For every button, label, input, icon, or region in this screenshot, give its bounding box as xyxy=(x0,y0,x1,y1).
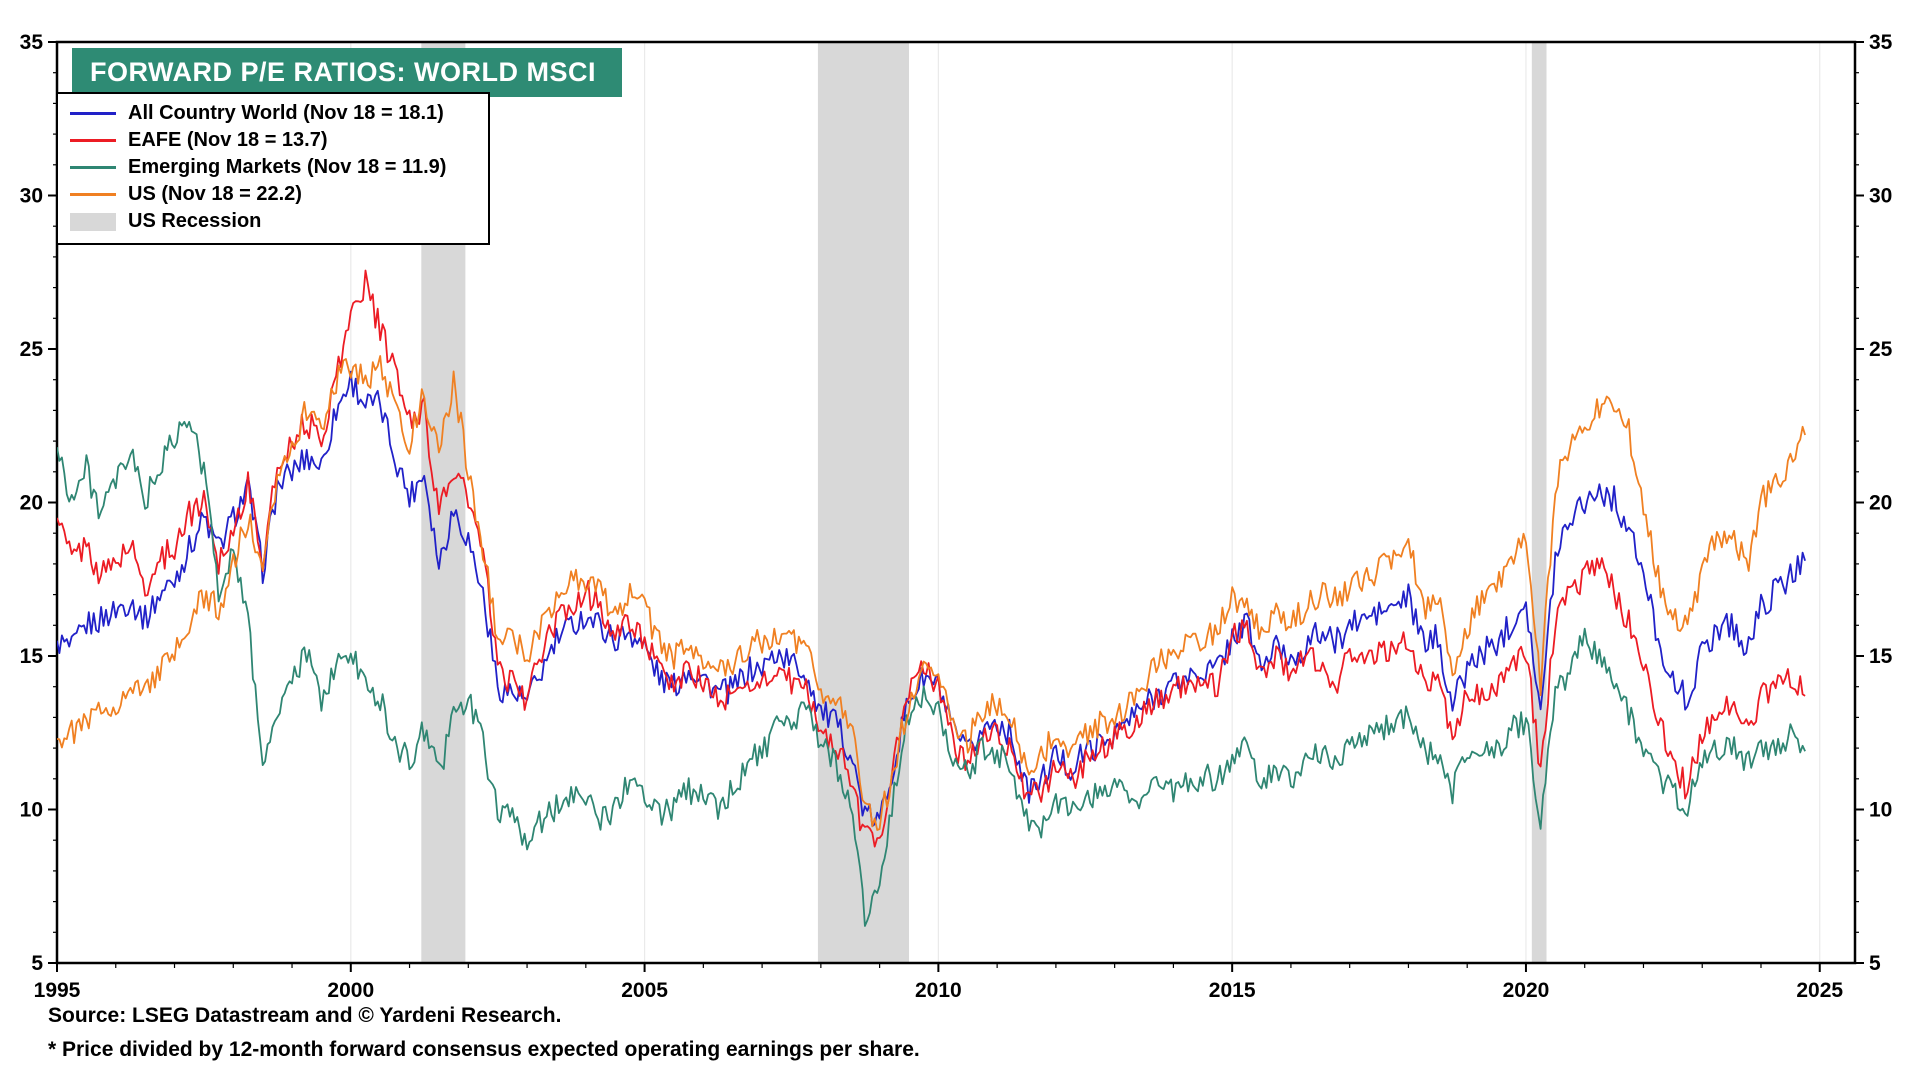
y-axis-label-left: 20 xyxy=(20,492,43,515)
acw-line-swatch xyxy=(70,112,116,115)
legend-label-acw: All Country World (Nov 18 = 18.1) xyxy=(128,102,444,124)
em-line-swatch xyxy=(70,166,116,169)
y-axis-label-left: 15 xyxy=(20,645,44,668)
legend: All Country World (Nov 18 = 18.1) EAFE (… xyxy=(56,92,490,245)
y-axis-label-right: 30 xyxy=(1869,185,1892,208)
x-axis-label: 2010 xyxy=(915,979,962,1002)
x-axis-label: 2005 xyxy=(621,979,668,1002)
series-line xyxy=(57,269,1806,848)
series-line xyxy=(57,355,1806,831)
y-axis-label-left: 35 xyxy=(20,31,44,54)
x-axis-label: 2000 xyxy=(327,979,374,1002)
y-axis-label-left: 10 xyxy=(20,799,43,822)
y-axis-label-right: 35 xyxy=(1869,31,1893,54)
x-axis-label: 1995 xyxy=(34,979,81,1002)
legend-label-eafe: EAFE (Nov 18 = 13.7) xyxy=(128,129,328,151)
x-axis-label: 2020 xyxy=(1503,979,1550,1002)
legend-item-eafe: EAFE (Nov 18 = 13.7) xyxy=(70,127,470,154)
legend-label-recession: US Recession xyxy=(128,210,262,232)
recession-swatch xyxy=(70,212,116,231)
legend-item-us: US (Nov 18 = 22.2) xyxy=(70,181,470,208)
legend-item-acw: All Country World (Nov 18 = 18.1) xyxy=(70,100,470,127)
legend-item-recession: US Recession xyxy=(70,208,470,235)
y-axis-label-right: 10 xyxy=(1869,799,1892,822)
recession-band xyxy=(1531,42,1547,963)
x-axis-label: 2025 xyxy=(1796,979,1843,1002)
y-axis-label-right: 5 xyxy=(1869,952,1881,975)
source-text: Source: LSEG Datastream and © Yardeni Re… xyxy=(48,1004,562,1027)
y-axis-label-right: 20 xyxy=(1869,492,1892,515)
y-axis-label-right: 15 xyxy=(1869,645,1893,668)
eafe-line-swatch xyxy=(70,139,116,142)
legend-item-em: Emerging Markets (Nov 18 = 11.9) xyxy=(70,154,470,181)
chart-title: FORWARD P/E RATIOS: WORLD MSCI xyxy=(72,48,622,97)
x-axis-label: 2015 xyxy=(1209,979,1256,1002)
legend-label-em: Emerging Markets (Nov 18 = 11.9) xyxy=(128,156,447,178)
y-axis-label-right: 25 xyxy=(1869,338,1893,361)
us-line-swatch xyxy=(70,193,116,196)
y-axis-label-left: 5 xyxy=(31,952,43,975)
footnote-text: * Price divided by 12-month forward cons… xyxy=(48,1038,920,1061)
y-axis-label-left: 30 xyxy=(20,185,43,208)
series-line xyxy=(57,420,1806,927)
plot-frame xyxy=(55,40,1857,965)
legend-label-us: US (Nov 18 = 22.2) xyxy=(128,183,302,205)
y-axis-label-left: 25 xyxy=(20,338,44,361)
